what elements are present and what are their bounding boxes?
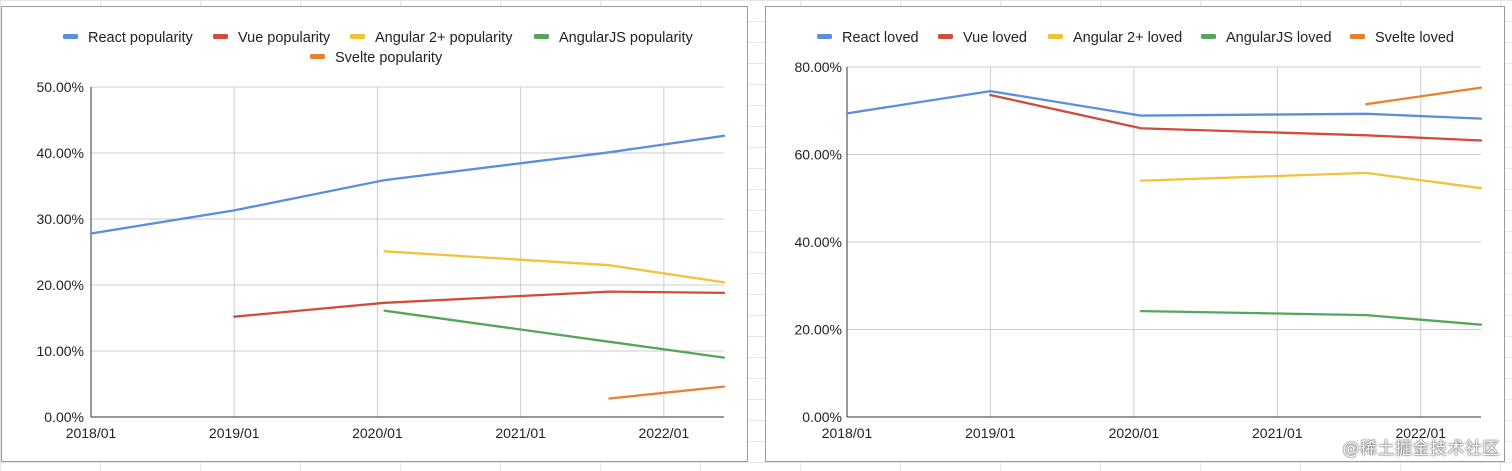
legend-label: Svelte loved (1375, 30, 1454, 46)
loved-line-chart: 0.00% 20.00% 40.00% 60.00% 80.00% 2018/01 2019… (795, 30, 1483, 441)
series-line-react-loved (845, 89, 1483, 120)
series-line-vue-loved (989, 93, 1483, 142)
x-tick-label: 2020/01 (1109, 425, 1160, 441)
legend-item-react-loved: React loved (817, 30, 919, 46)
y-tick-label: 60.00% (795, 147, 842, 163)
legend-swatch (310, 54, 325, 59)
x-tick-label: 2018/01 (822, 425, 873, 441)
legend-label: AngularJS loved (1226, 30, 1332, 46)
legend-label: Angular 2+ popularity (375, 30, 513, 46)
y-tick-label: 10.00% (37, 343, 84, 359)
series-line-svelte-loved (1365, 86, 1483, 106)
popularity-chart-panel: 0.00% 10.00% 20.00% 30.00% 40.00% 50.00% 2018/… (1, 6, 748, 462)
y-tick-label: 50.00% (37, 79, 84, 95)
legend-swatch (534, 34, 549, 39)
series-line-angular-2-loved (1139, 171, 1483, 190)
y-tick-label: 40.00% (37, 145, 84, 161)
legend-item-angular-2-popularity: Angular 2+ popularity (350, 30, 513, 46)
legend-label: Svelte popularity (335, 50, 443, 66)
y-tick-label: 40.00% (795, 234, 842, 250)
legend-item-angular-2-loved: Angular 2+ loved (1048, 30, 1182, 46)
x-tick-label: 2022/01 (639, 425, 690, 441)
watermark: @稀土掘金技术社区 (1342, 439, 1500, 459)
y-tick-label: 0.00% (44, 409, 84, 425)
legend-swatch (350, 34, 365, 39)
legend-label: AngularJS popularity (559, 30, 694, 46)
legend-label: Vue popularity (238, 30, 331, 46)
popularity-line-chart: 0.00% 10.00% 20.00% 30.00% 40.00% 50.00% 2018/… (37, 30, 726, 441)
legend-swatch (1350, 34, 1365, 39)
legend-swatch (1201, 34, 1216, 39)
series-line-vue-popularity (233, 290, 726, 318)
y-tick-label: 80.00% (795, 59, 842, 75)
legend-label: React popularity (88, 30, 194, 46)
legend-item-vue-loved: Vue loved (938, 30, 1027, 46)
legend-swatch (817, 34, 832, 39)
legend-item-svelte-popularity: Svelte popularity (310, 50, 443, 66)
series-line-angular-2-popularity (383, 250, 726, 284)
x-tick-label: 2021/01 (1252, 425, 1303, 441)
x-tick-label: 2018/01 (66, 425, 117, 441)
series-line-svelte-popularity (608, 385, 726, 400)
x-tick-label: 2020/01 (352, 425, 403, 441)
y-tick-label: 20.00% (795, 322, 842, 338)
legend-item-react-popularity: React popularity (63, 30, 194, 46)
legend-item-svelte-loved: Svelte loved (1350, 30, 1454, 46)
x-tick-label: 2022/01 (1395, 425, 1446, 441)
y-tick-label: 0.00% (802, 409, 842, 425)
legend-swatch (213, 34, 228, 39)
series-line-angularjs-popularity (383, 309, 726, 359)
y-tick-label: 30.00% (37, 211, 84, 227)
legend-item-angularjs-loved: AngularJS loved (1201, 30, 1332, 46)
x-tick-label: 2019/01 (965, 425, 1016, 441)
loved-chart-panel: 0.00% 20.00% 40.00% 60.00% 80.00% 2018/01 2019… (765, 6, 1505, 462)
y-tick-label: 20.00% (37, 277, 84, 293)
legend-label: Angular 2+ loved (1073, 30, 1182, 46)
legend-item-vue-popularity: Vue popularity (213, 30, 331, 46)
legend-label: Vue loved (963, 30, 1027, 46)
legend-label: React loved (842, 30, 919, 46)
x-tick-label: 2019/01 (209, 425, 260, 441)
series-line-angularjs-loved (1139, 309, 1483, 326)
legend-swatch (1048, 34, 1063, 39)
series-line-react-popularity (89, 134, 726, 235)
x-tick-label: 2021/01 (495, 425, 546, 441)
legend-swatch (63, 34, 78, 39)
legend-swatch (938, 34, 953, 39)
legend-item-angularjs-popularity: AngularJS popularity (534, 30, 694, 46)
